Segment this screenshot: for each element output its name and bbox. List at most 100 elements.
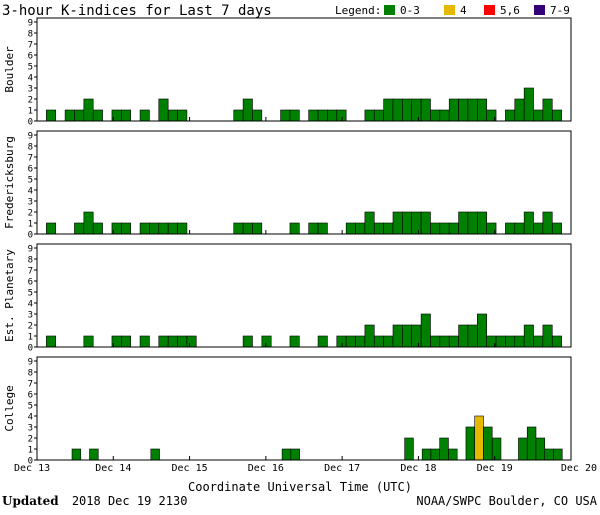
y-tick-label-2-1: 1	[28, 333, 33, 343]
bar-0-31	[327, 109, 338, 122]
bar-2-50	[505, 335, 516, 348]
bar-1-30	[317, 222, 328, 235]
bar-0-15	[177, 109, 188, 122]
panel-name-2: Est. Planetary	[3, 249, 16, 342]
legend-entry-3: 7-9	[550, 4, 570, 17]
bar-2-49	[495, 335, 506, 348]
bar-0-51	[514, 98, 525, 122]
bar-1-23	[252, 222, 263, 235]
bar-1-6	[92, 222, 103, 235]
bar-0-32	[336, 109, 347, 122]
bar-3-46	[439, 437, 449, 461]
bar-1-21	[233, 222, 244, 235]
bar-0-29	[308, 109, 319, 122]
y-tick-label-3-1: 1	[28, 446, 33, 456]
bar-1-22	[242, 222, 253, 235]
updated-line: Updated 2018 Dec 19 2130	[2, 494, 187, 508]
bar-1-41	[420, 211, 431, 235]
bar-3-4	[71, 448, 82, 461]
bar-1-35	[364, 211, 375, 235]
bar-0-39	[402, 98, 413, 122]
bar-1-9	[121, 222, 131, 235]
y-tick-label-3-7: 7	[28, 380, 33, 390]
legend-entry-1: 4	[460, 4, 467, 17]
bar-0-27	[289, 109, 300, 122]
x-tick-label-6: Dec 19	[477, 463, 513, 474]
bar-3-58	[544, 448, 554, 461]
y-tick-label-2-8: 8	[28, 256, 33, 266]
bar-2-44	[448, 335, 459, 348]
bar-1-36	[373, 222, 384, 235]
bar-0-35	[364, 109, 375, 122]
bar-0-53	[533, 109, 544, 122]
x-tick-label-3: Dec 16	[248, 463, 284, 474]
y-tick-label-1-7: 7	[28, 154, 33, 164]
bar-3-52	[491, 437, 502, 461]
y-tick-label-2-5: 5	[28, 289, 33, 299]
bar-1-51	[514, 222, 525, 235]
y-tick-label-3-9: 9	[28, 358, 33, 368]
y-tick-label-0-4: 4	[28, 74, 33, 84]
panel-frame-1	[36, 130, 572, 235]
bar-1-29	[308, 222, 319, 235]
bar-0-41	[420, 98, 431, 122]
bar-3-29	[290, 448, 300, 461]
x-tick-label-0: Dec 13	[14, 463, 50, 474]
bar-3-6	[89, 448, 99, 461]
bar-0-38	[392, 98, 403, 122]
bar-1-38	[392, 211, 403, 235]
updated-value: 2018 Dec 19 2130	[72, 494, 188, 508]
x-tick-label-7: Dec 20	[561, 463, 597, 474]
chart-title: 3-hour K-indices for Last 7 days	[2, 3, 272, 19]
bar-0-5	[83, 98, 94, 122]
bar-1-43	[439, 222, 450, 235]
bar-3-56	[526, 426, 537, 461]
y-tick-label-3-2: 2	[28, 435, 33, 445]
bar-3-51	[483, 426, 493, 461]
bar-3-57	[535, 437, 546, 461]
chart-panels: 0123456789Boulder0123456789Fredericksbur…	[3, 17, 572, 467]
bar-2-42	[430, 335, 441, 348]
bar-2-46	[467, 324, 478, 348]
bar-2-27	[289, 335, 300, 348]
bar-2-36	[373, 335, 384, 348]
bar-1-50	[505, 222, 516, 235]
bar-0-47	[477, 98, 487, 122]
bar-1-5	[83, 211, 94, 235]
y-tick-label-3-8: 8	[28, 369, 33, 379]
bar-1-4	[74, 222, 85, 235]
bar-0-21	[233, 109, 244, 122]
panel-frame-2	[36, 243, 572, 348]
y-tick-label-0-1: 1	[28, 107, 33, 117]
y-tick-label-1-4: 4	[28, 187, 33, 197]
bar-2-35	[364, 324, 375, 348]
bar-2-30	[317, 335, 328, 348]
bar-1-27	[289, 222, 300, 235]
bar-0-11	[139, 109, 150, 122]
y-tick-label-2-2: 2	[28, 322, 33, 332]
y-tick-label-3-0: 0	[28, 457, 33, 467]
bar-0-23	[252, 109, 263, 122]
y-tick-label-1-2: 2	[28, 209, 33, 219]
y-tick-label-3-3: 3	[28, 424, 33, 434]
bar-1-34	[355, 222, 366, 235]
bar-1-33	[345, 222, 356, 235]
bar-0-54	[542, 98, 553, 122]
bar-0-44	[448, 98, 459, 122]
y-tick-label-0-2: 2	[28, 96, 33, 106]
bar-2-43	[439, 335, 450, 348]
y-tick-label-1-0: 0	[28, 231, 33, 241]
legend-swatch-1	[444, 5, 455, 15]
bar-2-5	[83, 335, 94, 348]
y-tick-label-1-1: 1	[28, 220, 33, 230]
bar-2-24	[261, 335, 272, 348]
bar-0-55	[551, 109, 562, 122]
bar-1-47	[477, 211, 487, 235]
bar-1-14	[167, 222, 178, 235]
bar-2-53	[533, 335, 544, 348]
bar-3-59	[553, 448, 563, 461]
